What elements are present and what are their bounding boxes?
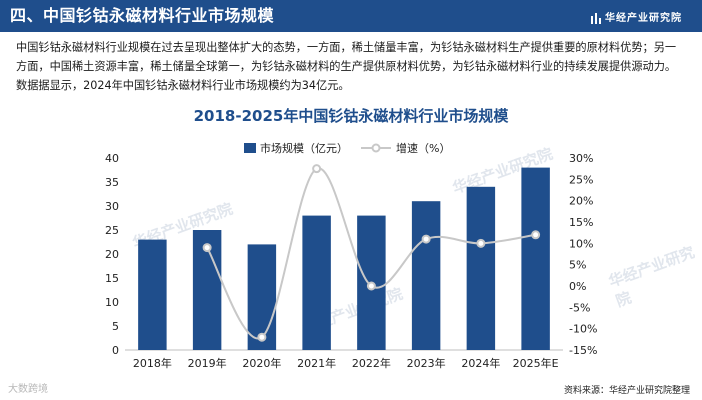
chart-title: 2018-2025年中国钐钴永磁材料行业市场规模 (193, 107, 509, 125)
brand-logo-icon (591, 13, 601, 24)
growth-point (202, 243, 212, 253)
legend-bar-label: 市场规模（亿元） (260, 141, 348, 155)
brand-name: 华经产业研究院 (605, 13, 682, 24)
bottom-logo: 大数跨境 (8, 384, 48, 395)
legend-line-label: 增速（%） (396, 141, 450, 155)
y-left-tick-label: 10 (105, 296, 119, 309)
y-left-tick-label: 20 (105, 248, 119, 261)
x-tick-label: 2018年 (133, 356, 172, 370)
y-right-tick-label: 30% (569, 152, 593, 165)
y-right-tick-label: 15% (569, 216, 593, 229)
y-right-tick-label: -10% (569, 323, 597, 336)
legend-bar-swatch (244, 143, 256, 153)
y-right-tick-label: 5% (569, 259, 586, 272)
growth-point (366, 281, 376, 291)
x-tick-label: 2023年 (407, 356, 446, 370)
growth-point (476, 238, 486, 248)
y-right-tick-label: 20% (569, 195, 593, 208)
growth-point (257, 332, 267, 342)
brand-label: 华经产业研究院 (591, 9, 682, 24)
x-tick-label: 2020年 (242, 356, 281, 370)
y-right-tick-label: 0% (569, 280, 586, 293)
y-left-tick-label: 25 (105, 224, 119, 237)
x-tick-label: 2022年 (352, 356, 391, 370)
bar (247, 244, 277, 350)
x-tick-label: 2021年 (297, 356, 336, 370)
growth-point (531, 230, 541, 240)
y-left-tick-label: 35 (105, 176, 119, 189)
y-left-tick-label: 40 (105, 152, 119, 165)
y-right-tick-label: -5% (569, 301, 590, 314)
bar (138, 239, 167, 350)
source-note: 资料来源：华经产业研究院整理 (563, 386, 690, 396)
intro-paragraph: 中国钐钴永磁材料行业规模在过去呈现出整体扩大的态势，一方面，稀土储量丰富，为钐钴… (16, 41, 677, 92)
y-right-tick-label: -15% (569, 344, 597, 357)
bar (411, 201, 441, 350)
y-left-tick-label: 15 (105, 272, 119, 285)
growth-point (312, 164, 322, 174)
bar (521, 167, 550, 350)
section-title: 四、中国钐钴永磁材料行业市场规模 (10, 6, 275, 25)
y-right-tick-label: 25% (569, 173, 593, 186)
x-tick-label: 2024年 (461, 356, 500, 370)
legend-line-marker (371, 143, 381, 153)
header-bar: 四、中国钐钴永磁材料行业市场规模 华经产业研究院 (0, 0, 702, 32)
bar (302, 215, 331, 350)
y-left-tick-label: 0 (112, 344, 119, 357)
bar (466, 186, 496, 350)
y-left-tick-label: 30 (105, 200, 119, 213)
y-right-tick-label: 10% (569, 237, 593, 250)
x-tick-label: 2025年E (513, 356, 559, 370)
x-tick-label: 2019年 (188, 356, 227, 370)
growth-point (421, 234, 431, 244)
y-left-tick-label: 5 (112, 320, 119, 333)
